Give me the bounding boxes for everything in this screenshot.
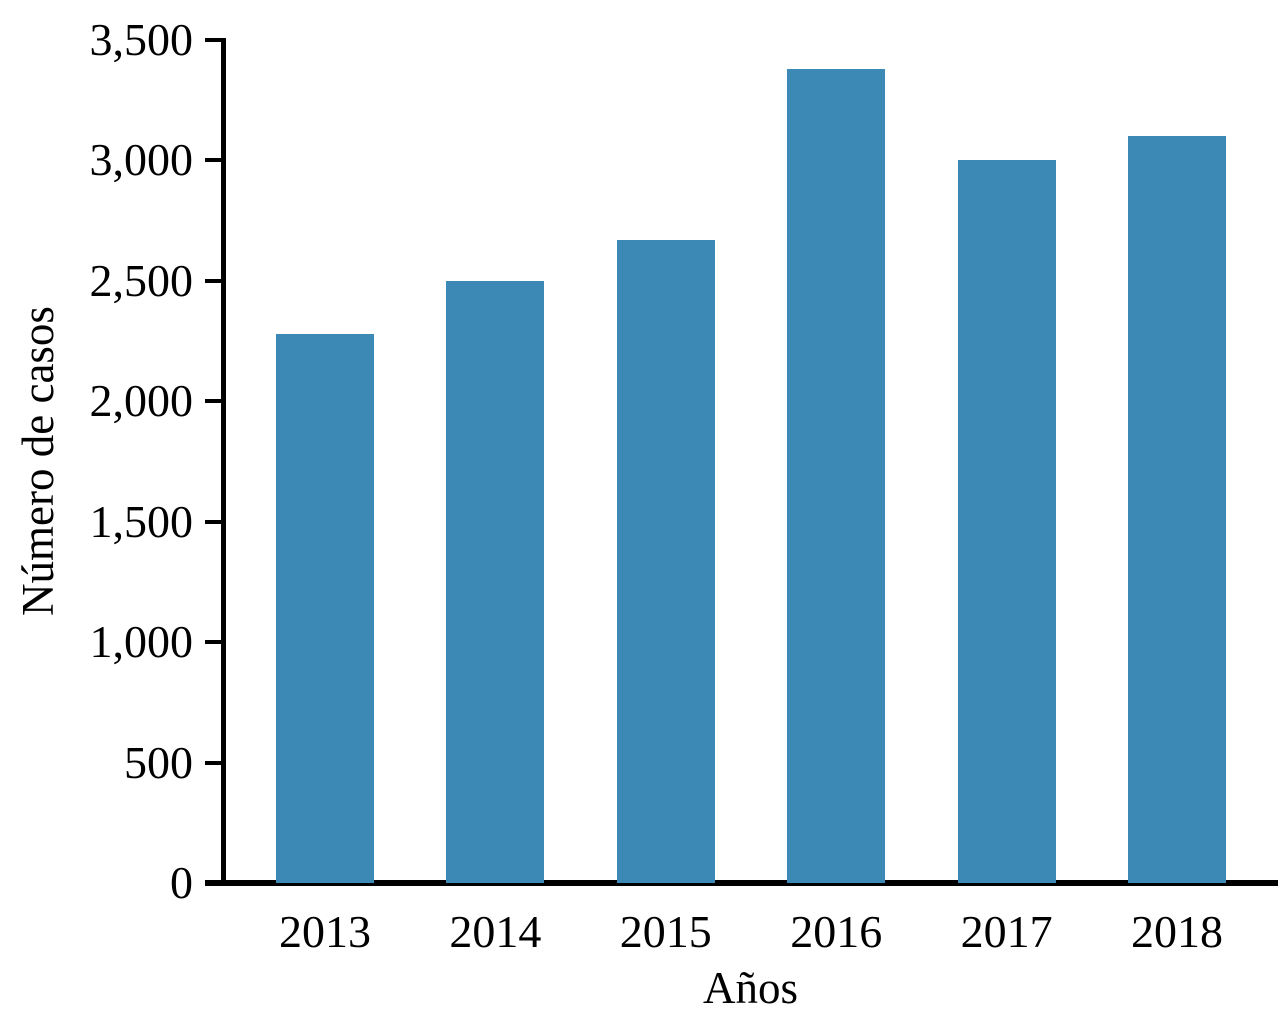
bar-2018: [1128, 136, 1226, 883]
y-axis-title: Número de casos: [13, 306, 63, 616]
y-tick-label: 500: [124, 736, 193, 788]
x-axis-title: Años: [702, 963, 798, 1013]
x-axis-line: [205, 880, 1278, 886]
y-tick-label: 0: [170, 857, 193, 908]
y-tick-label: 1,000: [89, 616, 194, 668]
y-tick-label: 2,000: [89, 375, 194, 427]
x-tick-label-2014: 2014: [449, 906, 542, 957]
x-tick-label-2015: 2015: [619, 906, 712, 957]
bar-2016: [787, 68, 886, 883]
y-tick-label: 3,500: [89, 14, 194, 65]
bar-2014: [446, 280, 545, 883]
bar-2017: [957, 160, 1056, 883]
x-tick-label-2017: 2017: [960, 906, 1053, 957]
y-tick-mark: [205, 399, 223, 404]
bar-2015: [616, 239, 715, 883]
bar-2013: [276, 333, 374, 883]
y-tick-mark: [205, 760, 223, 765]
y-tick-mark: [205, 38, 223, 42]
y-tick-mark: [205, 640, 223, 645]
y-tick-mark: [205, 158, 223, 163]
y-tick-label: 3,000: [89, 134, 194, 186]
y-tick-label: 2,500: [89, 254, 194, 306]
y-tick-label: 1,500: [89, 495, 194, 547]
x-tick-label-2013: 2013: [279, 906, 371, 957]
x-tick-label-2016: 2016: [790, 906, 883, 957]
y-tick-mark: [205, 881, 223, 885]
x-tick-label-2018: 2018: [1131, 906, 1223, 957]
y-tick-mark: [205, 278, 223, 283]
y-axis-line: [220, 38, 226, 886]
y-tick-mark: [205, 519, 223, 524]
